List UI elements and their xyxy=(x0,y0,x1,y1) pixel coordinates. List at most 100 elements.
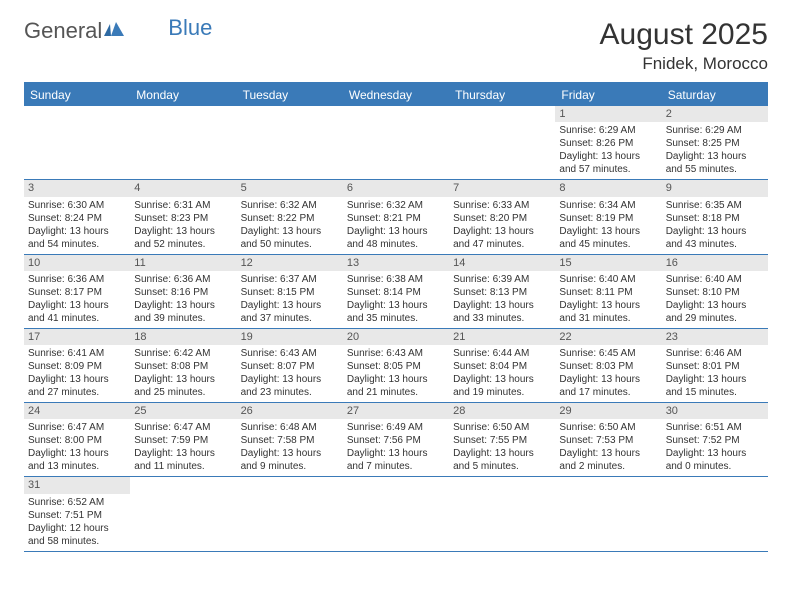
day-detail-line: and 23 minutes. xyxy=(241,386,339,399)
day-detail-line: Sunrise: 6:49 AM xyxy=(347,421,445,434)
day-cell-empty xyxy=(237,106,343,179)
day-detail-line: and 17 minutes. xyxy=(559,386,657,399)
day-detail-line: Sunrise: 6:50 AM xyxy=(559,421,657,434)
week-row: 17Sunrise: 6:41 AMSunset: 8:09 PMDayligh… xyxy=(24,329,768,403)
day-detail-line: Daylight: 13 hours xyxy=(347,373,445,386)
day-cell-empty xyxy=(130,106,236,179)
day-detail-line: Sunset: 8:03 PM xyxy=(559,360,657,373)
day-cell-empty xyxy=(449,106,555,179)
day-detail-line: Sunrise: 6:32 AM xyxy=(241,199,339,212)
day-number: 17 xyxy=(24,329,130,345)
day-cell-empty xyxy=(662,477,768,550)
day-detail-line: Sunset: 7:56 PM xyxy=(347,434,445,447)
day-detail-line: Daylight: 13 hours xyxy=(666,373,764,386)
day-detail-line: Sunrise: 6:37 AM xyxy=(241,273,339,286)
day-number: 16 xyxy=(662,255,768,271)
day-detail-line: Daylight: 13 hours xyxy=(559,225,657,238)
day-detail-line: Sunset: 8:21 PM xyxy=(347,212,445,225)
day-detail-line: Sunrise: 6:40 AM xyxy=(666,273,764,286)
day-detail-line: Sunrise: 6:47 AM xyxy=(134,421,232,434)
day-detail-line: Daylight: 13 hours xyxy=(241,373,339,386)
day-detail-line: Daylight: 13 hours xyxy=(666,150,764,163)
day-detail-line: Sunrise: 6:50 AM xyxy=(453,421,551,434)
day-detail-line: and 25 minutes. xyxy=(134,386,232,399)
day-detail-line: Sunrise: 6:32 AM xyxy=(347,199,445,212)
day-detail-line: and 29 minutes. xyxy=(666,312,764,325)
day-number: 15 xyxy=(555,255,661,271)
day-detail-line: Sunset: 7:51 PM xyxy=(28,509,126,522)
day-cell: 18Sunrise: 6:42 AMSunset: 8:08 PMDayligh… xyxy=(130,329,236,402)
week-row: 24Sunrise: 6:47 AMSunset: 8:00 PMDayligh… xyxy=(24,403,768,477)
day-detail-line: Daylight: 13 hours xyxy=(559,373,657,386)
day-detail-line: Sunrise: 6:34 AM xyxy=(559,199,657,212)
day-cell-empty xyxy=(130,477,236,550)
weekday-header: Monday xyxy=(130,84,236,106)
day-cell: 21Sunrise: 6:44 AMSunset: 8:04 PMDayligh… xyxy=(449,329,555,402)
day-cell: 19Sunrise: 6:43 AMSunset: 8:07 PMDayligh… xyxy=(237,329,343,402)
day-detail-line: and 41 minutes. xyxy=(28,312,126,325)
day-detail-line: and 11 minutes. xyxy=(134,460,232,473)
day-detail-line: Daylight: 13 hours xyxy=(28,299,126,312)
logo-text-blue: Blue xyxy=(168,15,212,41)
day-detail-line: Sunrise: 6:44 AM xyxy=(453,347,551,360)
day-cell: 31Sunrise: 6:52 AMSunset: 7:51 PMDayligh… xyxy=(24,477,130,550)
day-cell: 8Sunrise: 6:34 AMSunset: 8:19 PMDaylight… xyxy=(555,180,661,253)
day-detail-line: Sunrise: 6:35 AM xyxy=(666,199,764,212)
day-cell-empty xyxy=(449,477,555,550)
day-detail-line: Sunset: 8:09 PM xyxy=(28,360,126,373)
day-detail-line: Sunset: 8:18 PM xyxy=(666,212,764,225)
day-detail-line: Daylight: 13 hours xyxy=(453,447,551,460)
day-detail-line: and 52 minutes. xyxy=(134,238,232,251)
day-cell: 26Sunrise: 6:48 AMSunset: 7:58 PMDayligh… xyxy=(237,403,343,476)
logo-text-general: General xyxy=(24,18,102,44)
day-detail-line: Daylight: 13 hours xyxy=(134,299,232,312)
day-detail-line: Sunset: 8:19 PM xyxy=(559,212,657,225)
day-detail-line: Sunrise: 6:45 AM xyxy=(559,347,657,360)
day-detail-line: and 55 minutes. xyxy=(666,163,764,176)
weekday-header: Tuesday xyxy=(237,84,343,106)
day-cell: 6Sunrise: 6:32 AMSunset: 8:21 PMDaylight… xyxy=(343,180,449,253)
day-cell-empty xyxy=(555,477,661,550)
weekday-header: Thursday xyxy=(449,84,555,106)
day-number: 23 xyxy=(662,329,768,345)
day-number: 31 xyxy=(24,477,130,493)
weekday-header: Friday xyxy=(555,84,661,106)
day-number: 10 xyxy=(24,255,130,271)
day-detail-line: and 0 minutes. xyxy=(666,460,764,473)
header: General Blue August 2025 Fnidek, Morocco xyxy=(0,0,792,82)
day-detail-line: Sunrise: 6:51 AM xyxy=(666,421,764,434)
day-detail-line: Sunset: 8:00 PM xyxy=(28,434,126,447)
day-detail-line: Daylight: 13 hours xyxy=(666,299,764,312)
day-number: 1 xyxy=(555,106,661,122)
day-number: 20 xyxy=(343,329,449,345)
day-cell: 30Sunrise: 6:51 AMSunset: 7:52 PMDayligh… xyxy=(662,403,768,476)
day-detail-line: Daylight: 13 hours xyxy=(347,299,445,312)
day-detail-line: and 31 minutes. xyxy=(559,312,657,325)
week-row: 31Sunrise: 6:52 AMSunset: 7:51 PMDayligh… xyxy=(24,477,768,551)
day-detail-line: Sunrise: 6:43 AM xyxy=(347,347,445,360)
day-detail-line: and 9 minutes. xyxy=(241,460,339,473)
weekday-header: Sunday xyxy=(24,84,130,106)
day-detail-line: Sunrise: 6:48 AM xyxy=(241,421,339,434)
day-detail-line: Sunset: 7:58 PM xyxy=(241,434,339,447)
day-detail-line: Sunset: 8:24 PM xyxy=(28,212,126,225)
day-number: 18 xyxy=(130,329,236,345)
day-detail-line: Sunset: 8:01 PM xyxy=(666,360,764,373)
day-detail-line: Daylight: 13 hours xyxy=(347,225,445,238)
day-cell: 5Sunrise: 6:32 AMSunset: 8:22 PMDaylight… xyxy=(237,180,343,253)
day-number: 9 xyxy=(662,180,768,196)
day-detail-line: Sunrise: 6:36 AM xyxy=(134,273,232,286)
weekday-header-row: SundayMondayTuesdayWednesdayThursdayFrid… xyxy=(24,84,768,106)
calendar: SundayMondayTuesdayWednesdayThursdayFrid… xyxy=(24,82,768,552)
week-row: 1Sunrise: 6:29 AMSunset: 8:26 PMDaylight… xyxy=(24,106,768,180)
day-detail-line: Sunset: 8:20 PM xyxy=(453,212,551,225)
day-detail-line: Daylight: 13 hours xyxy=(241,447,339,460)
day-detail-line: Daylight: 13 hours xyxy=(666,225,764,238)
weekday-header: Wednesday xyxy=(343,84,449,106)
day-cell: 7Sunrise: 6:33 AMSunset: 8:20 PMDaylight… xyxy=(449,180,555,253)
day-detail-line: Sunset: 8:25 PM xyxy=(666,137,764,150)
day-detail-line: Daylight: 13 hours xyxy=(28,373,126,386)
day-number: 22 xyxy=(555,329,661,345)
day-number: 19 xyxy=(237,329,343,345)
day-detail-line: Sunrise: 6:42 AM xyxy=(134,347,232,360)
